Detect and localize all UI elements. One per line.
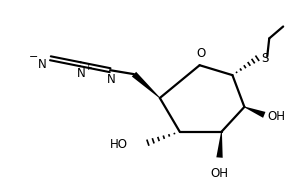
Text: −: − bbox=[29, 52, 38, 62]
Text: OH: OH bbox=[210, 168, 228, 180]
Text: N: N bbox=[38, 58, 47, 71]
Text: N: N bbox=[77, 67, 86, 80]
Polygon shape bbox=[216, 132, 223, 158]
Text: +: + bbox=[84, 63, 92, 72]
Polygon shape bbox=[132, 72, 160, 98]
Text: OH: OH bbox=[267, 110, 285, 123]
Text: S: S bbox=[261, 52, 269, 65]
Text: N: N bbox=[107, 73, 116, 86]
Text: O: O bbox=[196, 47, 205, 60]
Polygon shape bbox=[244, 107, 265, 118]
Text: HO: HO bbox=[110, 138, 128, 151]
